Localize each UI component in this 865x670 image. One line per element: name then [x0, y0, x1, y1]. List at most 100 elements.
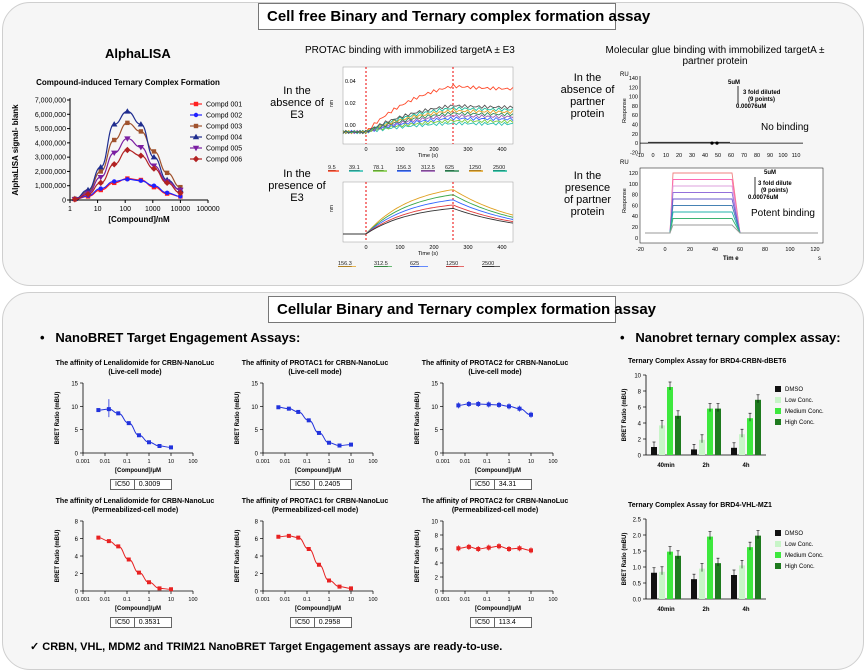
y-tick-label: 2 [75, 572, 79, 578]
ic50-label: IC50 [475, 619, 490, 626]
legend-swatch [775, 419, 781, 425]
sensorgram-trace [342, 106, 514, 135]
legend-swatch [775, 397, 781, 403]
y-tick-label: 120 [629, 171, 638, 177]
data-point [529, 548, 533, 553]
y-axis-label: BRET Ratio (mBU) [415, 392, 421, 445]
legend-marker [192, 145, 200, 152]
bar [739, 565, 745, 599]
x-axis-label: [Compound]/μM [115, 606, 161, 612]
data-point [97, 163, 104, 170]
x-axis-label: Time (s) [418, 251, 438, 257]
note: 0.00076uM [748, 195, 778, 201]
y-tick-label: 60 [632, 203, 638, 209]
concentration-label: 312.5 [374, 261, 388, 267]
binding-result: No binding [761, 122, 809, 133]
ic50-box: IC50 0.2405 [290, 479, 352, 490]
bar [675, 415, 681, 455]
chart-subtitle: (Permeabilized-cell mode) [272, 507, 358, 514]
ic50-label: IC50 [295, 619, 310, 626]
data-point [147, 440, 151, 445]
legend-marker [192, 133, 200, 140]
x-axis-label: Time (s) [418, 153, 438, 159]
data-point [125, 120, 130, 126]
binding-result: Potent binding [751, 208, 815, 219]
x-tick-label: 50 [715, 153, 721, 159]
note: 5uM [764, 170, 776, 176]
data-point [150, 165, 158, 172]
sensorgram-trace [343, 199, 514, 235]
data-point [98, 186, 103, 191]
data-point [178, 194, 183, 199]
legend-label: Compd 002 [206, 113, 242, 120]
data-point [137, 121, 145, 127]
x-axis-label: [Compound]/μM [475, 606, 521, 612]
concentration-label: 625 [445, 165, 454, 171]
bar [731, 575, 737, 599]
y-axis-label: BRET Ratio (mBU) [55, 530, 61, 583]
data-point [163, 179, 171, 187]
y-tick-label: 0.0 [633, 598, 642, 604]
x-tick-label: 100 [395, 245, 404, 251]
bar [707, 536, 713, 599]
ternary-heading: • Nanobret ternary complex assay: [620, 330, 841, 345]
x-tick-label: 120 [810, 247, 819, 253]
legend-label: Compd 001 [206, 102, 242, 109]
x-tick-label: 1 [147, 597, 150, 603]
dose-response-chart: The affinity of Lenalidomide for CRBN-Na… [55, 498, 215, 612]
data-point [106, 539, 111, 544]
bar [651, 447, 657, 455]
y-tick-label: 4 [638, 422, 642, 428]
x-tick-label: 100 [188, 459, 197, 465]
y-tick-label: 0.04 [345, 79, 356, 85]
legend-label: Compd 005 [206, 146, 242, 153]
chart-title: The affinity of Lenalidomide for CRBN-Na… [56, 360, 215, 367]
data-point [496, 544, 501, 549]
chart-title: The affinity of PROTAC2 for CRBN-NanoLuc [422, 498, 569, 505]
x-tick-label: 40 [702, 153, 708, 159]
x-tick-label: 10 [348, 459, 354, 465]
legend-marker [193, 123, 199, 129]
protac-sensorgrams: 0.04 0.02 0.00 0 100 200 300 400 Time (s) nm 19.5 3… [328, 66, 514, 267]
data-point [327, 578, 331, 583]
trace-marker [715, 141, 719, 145]
x-tick-label: -10 [636, 153, 644, 159]
legend-label: High Conc. [785, 420, 815, 426]
y-tick-label: 7,000,000 [35, 98, 66, 105]
y-tick-label: 2 [638, 438, 642, 444]
chart-title: The affinity of Lenalidomide for CRBN-Na… [56, 498, 215, 505]
y-tick-label: 0 [75, 590, 79, 596]
data-point [337, 443, 342, 448]
protac-absence-label: In the absence of E3 [270, 85, 324, 121]
y-tick-label: 4 [75, 555, 79, 561]
data-point [517, 406, 522, 411]
data-point [306, 418, 311, 423]
y-axis-label: BRET Ratio (mBU) [622, 533, 628, 586]
data-point [456, 403, 461, 408]
x-tick-label: 400 [497, 147, 506, 153]
data-point [476, 547, 481, 551]
data-point [316, 430, 321, 435]
data-point [97, 174, 104, 181]
x-tick-label: 10 [94, 206, 102, 213]
legend-label: Compd 006 [206, 157, 242, 164]
y-tick-label: 2 [255, 572, 259, 578]
x-tick-label: 300 [463, 245, 472, 251]
x-tick-label: 100 [548, 459, 557, 465]
legend-swatch [775, 552, 781, 558]
ic50-box: IC50 0.2958 [290, 617, 352, 628]
x-tick-label: 10 [168, 597, 174, 603]
data-point [147, 580, 151, 585]
y-tick-label: 0.5 [633, 582, 642, 588]
data-point [106, 407, 111, 412]
data-point [84, 191, 92, 198]
data-point [456, 546, 461, 551]
bar [715, 563, 721, 599]
y-tick-label: 1.5 [633, 550, 642, 556]
data-point [507, 404, 511, 409]
legend-swatch [775, 386, 781, 392]
y-tick-label: 0 [638, 454, 642, 460]
x-tick-label: 0 [651, 153, 654, 159]
ic50-value: 0.3009 [133, 480, 171, 489]
chart-title: Ternary Complex Assay for BRD4-VHL-MZ1 [628, 502, 772, 509]
